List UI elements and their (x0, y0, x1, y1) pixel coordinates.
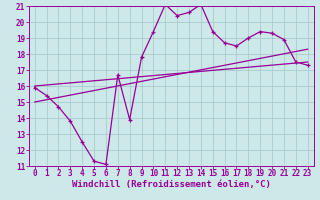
X-axis label: Windchill (Refroidissement éolien,°C): Windchill (Refroidissement éolien,°C) (72, 180, 271, 189)
